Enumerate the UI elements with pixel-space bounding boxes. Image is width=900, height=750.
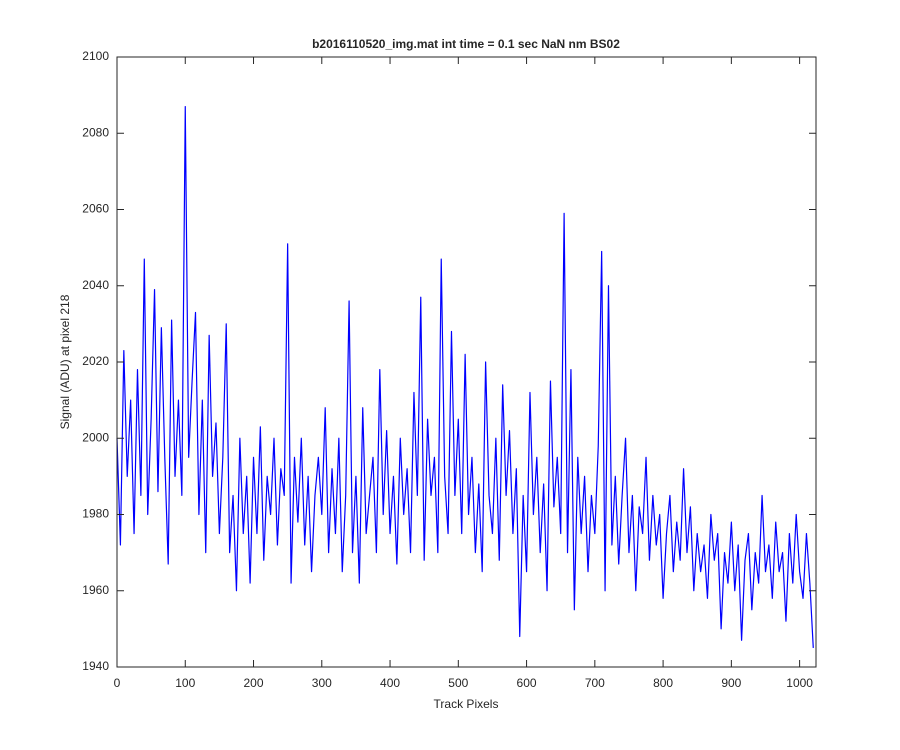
x-tick-label: 1000 [786, 676, 813, 690]
x-tick-label: 300 [312, 676, 332, 690]
y-tick-label: 2080 [82, 125, 109, 139]
y-tick-label: 2040 [82, 278, 109, 292]
x-tick-label: 500 [448, 676, 468, 690]
x-tick-label: 200 [244, 676, 264, 690]
x-tick-label: 100 [175, 676, 195, 690]
y-tick-label: 1960 [82, 583, 109, 597]
x-tick-label: 600 [517, 676, 537, 690]
x-tick-label: 900 [721, 676, 741, 690]
y-tick-label: 2020 [82, 354, 109, 368]
y-axis-label: Signal (ADU) at pixel 218 [58, 294, 72, 429]
chart-title: b2016110520_img.mat int time = 0.1 sec N… [312, 37, 620, 51]
x-axis-label: Track Pixels [434, 697, 499, 711]
y-tick-label: 2000 [82, 430, 109, 444]
y-tick-label: 2100 [82, 49, 109, 63]
y-tick-label: 1940 [82, 659, 109, 673]
y-tick-label: 2060 [82, 202, 109, 216]
data-line [116, 105, 814, 648]
x-tick-label: 700 [585, 676, 605, 690]
x-tick-label: 0 [114, 676, 121, 690]
plot-area [117, 57, 816, 667]
x-tick-label: 800 [653, 676, 673, 690]
y-tick-label: 1980 [82, 507, 109, 521]
x-tick-label: 400 [380, 676, 400, 690]
